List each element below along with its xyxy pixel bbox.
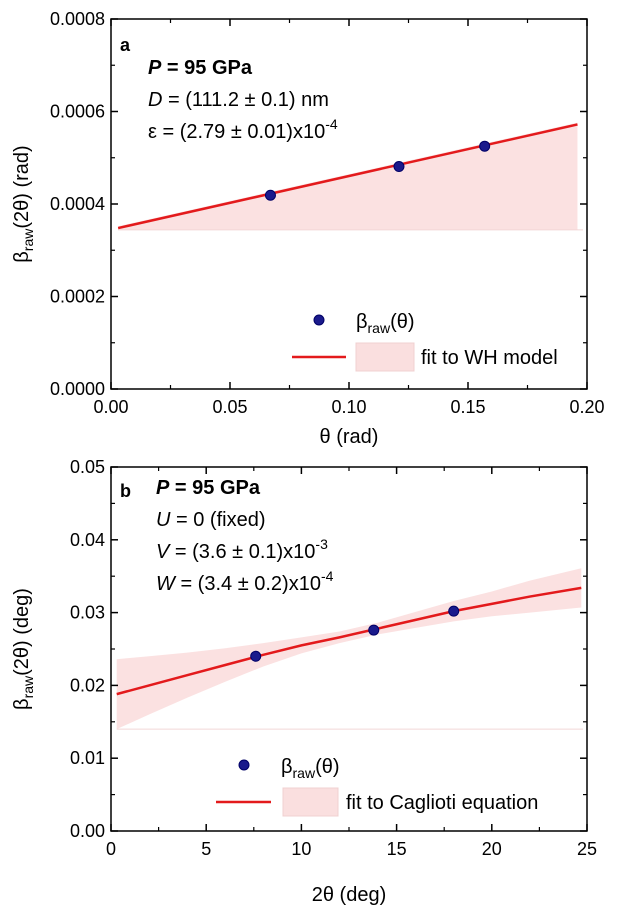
y-axis-title: βraw(2θ) (rad) (11, 145, 36, 262)
y-tick-label: 0.04 (70, 530, 105, 550)
x-tick-label: 0.15 (450, 397, 485, 417)
fit-line (116, 586, 582, 696)
y-tick-label: 0.0000 (50, 379, 105, 399)
legend-label: fit to Caglioti equation (346, 792, 538, 814)
legend-label: fit to WH model (421, 347, 558, 369)
annotation-line: U = 0 (fixed) (156, 509, 266, 531)
legend-band (282, 787, 339, 817)
y-tick-label: 0.0002 (50, 287, 105, 307)
annotation-line: V = (3.6 ± 0.1)x10-3 (156, 536, 328, 563)
legend-marker (238, 759, 250, 771)
data-point (393, 161, 405, 173)
y-tick-label: 0.0008 (50, 9, 105, 29)
panel-letter: a (120, 35, 131, 55)
x-tick-label: 0.00 (93, 397, 128, 417)
x-tick-label: 15 (387, 839, 407, 859)
y-tick-label: 0.00 (70, 821, 105, 841)
data-point (250, 650, 262, 662)
y-tick-label: 0.0006 (50, 102, 105, 122)
x-tick-label: 25 (577, 839, 597, 859)
x-tick-label: 0 (106, 839, 116, 859)
x-tick-label: 0.10 (331, 397, 366, 417)
fit-line (117, 123, 578, 230)
chart-panel-a: 0.00 0.05 0.10 0.15 0.20 0.0000 0.0002 0.0004 0.… (11, 9, 605, 448)
legend-label: βraw(θ) (356, 311, 415, 336)
x-tick-label: 20 (482, 839, 502, 859)
legend: βraw(θ) fit to WH model (292, 311, 558, 372)
annotation-line: ε = (2.79 ± 0.01)x10-4 (148, 116, 338, 143)
annotation-line: D = (111.2 ± 0.1) nm (148, 89, 329, 111)
y-tick-label: 0.02 (70, 675, 105, 695)
chart-panel-b: 0 5 10 15 20 25 0.00 0.01 0.02 0.03 0.04 0.05 2θ (de… (11, 457, 597, 906)
x-tick-label: 0.20 (569, 397, 604, 417)
annotation-line: P = 95 GPa (156, 477, 261, 499)
panel-letter: b (120, 481, 131, 501)
data-point (264, 189, 276, 201)
data-point (448, 605, 460, 617)
x-tick-label: 10 (291, 839, 311, 859)
x-axis-title: θ (rad) (320, 426, 379, 448)
annotation-line: W = (3.4 ± 0.2)x10-4 (156, 568, 334, 595)
x-tick-label: 0.05 (212, 397, 247, 417)
x-axis-title: 2θ (deg) (312, 884, 387, 906)
y-tick-label: 0.0004 (50, 194, 105, 214)
y-axis-title: βraw(2θ) (deg) (11, 588, 36, 710)
legend: βraw(θ) fit to Caglioti equation (216, 756, 538, 817)
data-point (368, 624, 380, 636)
x-tick-label: 5 (201, 839, 211, 859)
legend-label: βraw(θ) (281, 756, 340, 781)
y-tick-label: 0.03 (70, 603, 105, 623)
y-tick-label: 0.05 (70, 457, 105, 477)
data-point (479, 140, 491, 152)
legend-band (355, 342, 415, 372)
y-tick-label: 0.01 (70, 748, 105, 768)
annotation-line: P = 95 GPa (148, 57, 253, 79)
legend-marker (313, 314, 325, 326)
